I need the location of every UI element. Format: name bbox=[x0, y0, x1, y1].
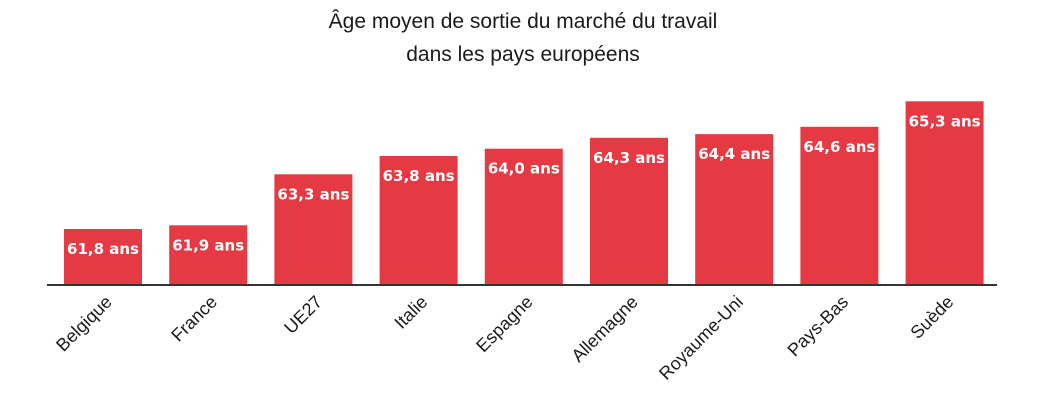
bar-value-label: 61,8 ans bbox=[67, 240, 139, 258]
bar-ue27 bbox=[274, 174, 353, 286]
bar-value-label: 64,3 ans bbox=[593, 149, 665, 167]
bar-value-label: 63,3 ans bbox=[277, 185, 349, 203]
category-label: France bbox=[167, 292, 221, 346]
category-label: Espagne bbox=[472, 292, 536, 356]
category-label: Suède bbox=[906, 292, 957, 343]
category-label: Belgique bbox=[52, 292, 116, 356]
bar-italie bbox=[379, 156, 458, 285]
bar-espagne bbox=[484, 148, 563, 285]
bar-value-label: 64,0 ans bbox=[488, 160, 560, 178]
bars-group: 61,8 ans 61,9 ans 63,3 ans 63,8 ans 64,0 ans… bbox=[64, 101, 984, 286]
category-label: UE27 bbox=[280, 292, 326, 338]
bar-royaume-uni bbox=[695, 134, 774, 285]
category-label: Pays-Bas bbox=[784, 292, 853, 361]
bar-pays-bas bbox=[800, 126, 879, 285]
bar-allemagne bbox=[590, 137, 668, 286]
category-labels-group: Belgique France UE27 Italie Espagne Allemagne… bbox=[52, 292, 957, 384]
category-label: Royaume-Uni bbox=[655, 292, 747, 384]
category-label: Allemagne bbox=[568, 292, 642, 366]
bar-value-label: 64,4 ans bbox=[698, 145, 770, 163]
category-label: Italie bbox=[390, 292, 431, 333]
bar-value-label: 61,9 ans bbox=[172, 236, 244, 254]
bar-value-label: 63,8 ans bbox=[383, 167, 455, 185]
chart-title-line-1: Âge moyen de sortie du marché du travail bbox=[329, 10, 718, 33]
bar-suède bbox=[905, 101, 984, 286]
bar-belgique bbox=[64, 229, 142, 285]
bar-value-label: 65,3 ans bbox=[909, 112, 981, 130]
bar-france bbox=[169, 225, 248, 285]
chart-title-line-2: dans les pays européens bbox=[406, 43, 640, 66]
bar-value-label: 64,6 ans bbox=[803, 138, 875, 156]
